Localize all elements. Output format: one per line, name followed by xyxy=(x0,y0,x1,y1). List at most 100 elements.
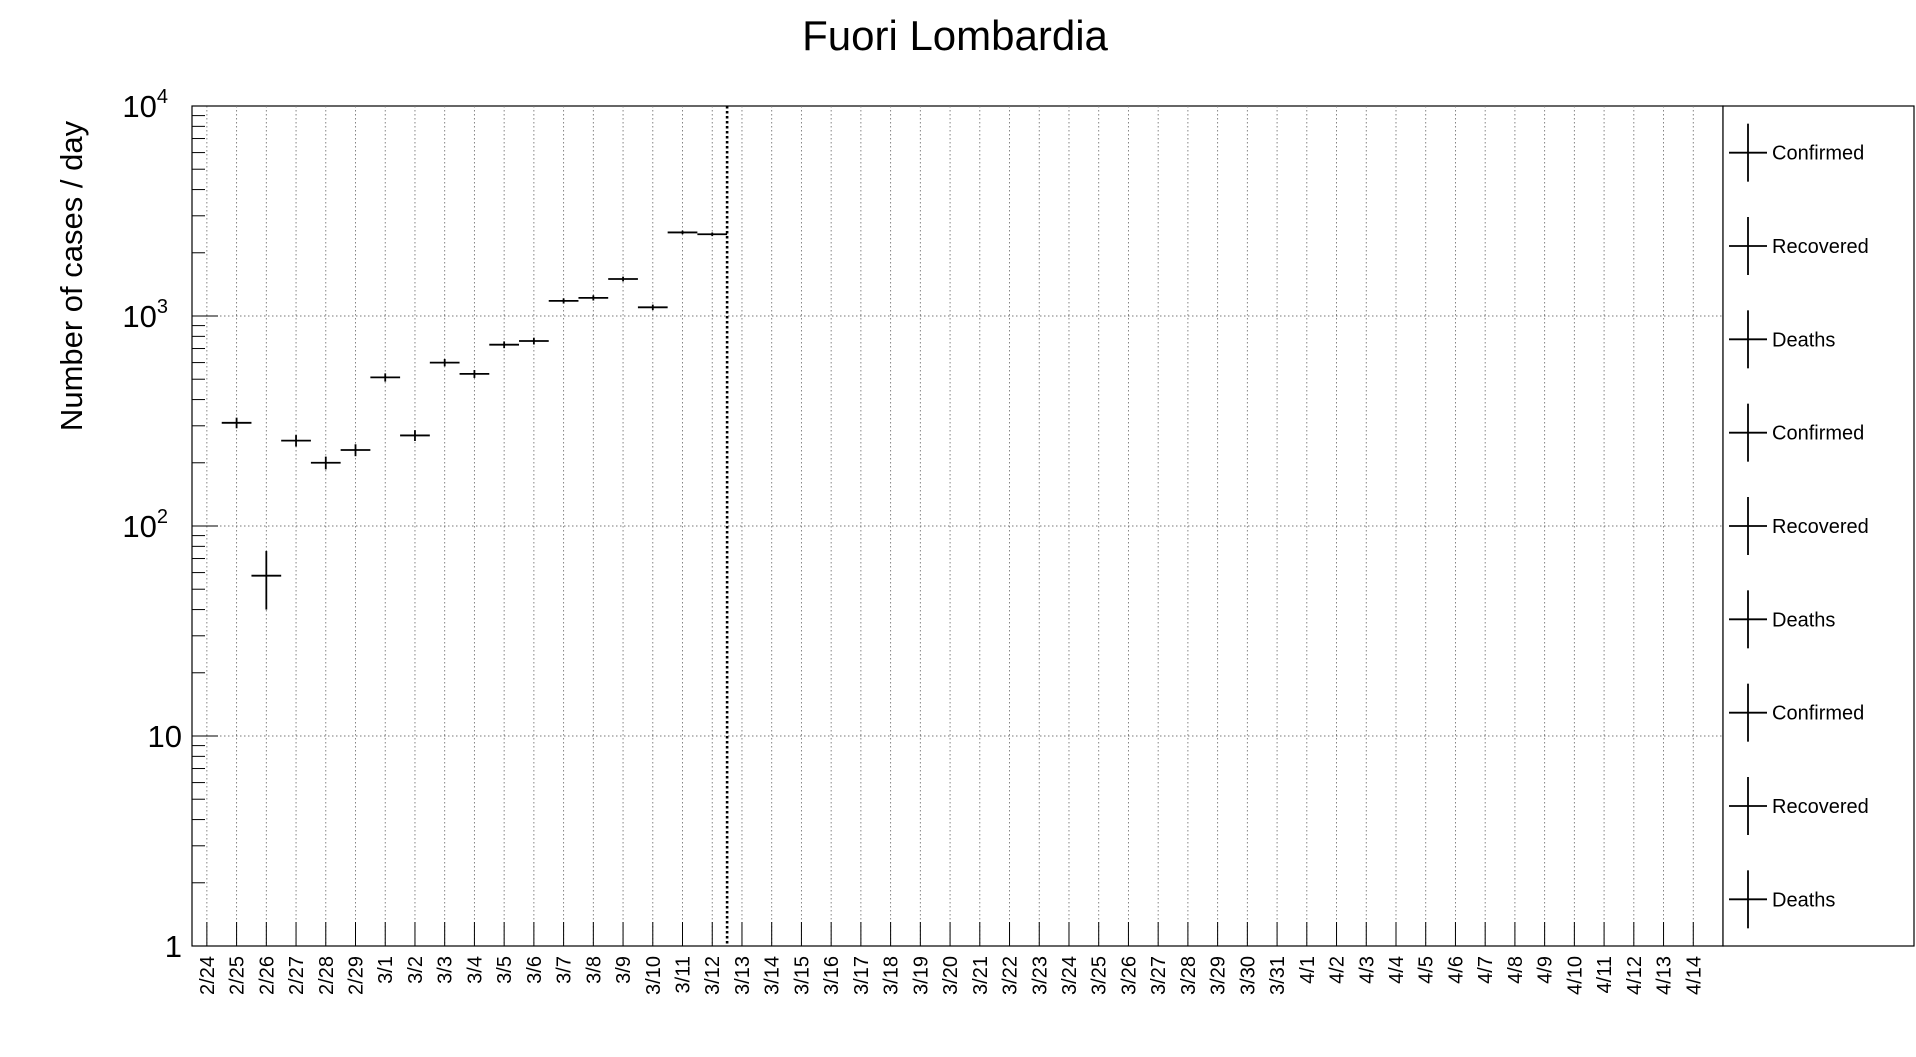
x-tick-label: 3/10 xyxy=(643,956,665,995)
legend-entry: Confirmed xyxy=(1729,683,1864,742)
legend-label: Recovered xyxy=(1772,796,1869,818)
y-tick-base: 10 xyxy=(122,509,156,544)
data-point xyxy=(429,359,460,367)
x-tick-label: 3/18 xyxy=(881,956,903,995)
x-tick-label: 3/30 xyxy=(1237,956,1259,995)
x-tick-label: 3/23 xyxy=(1029,956,1051,995)
x-tick-label: 3/2 xyxy=(405,956,427,984)
x-tick-label: 2/27 xyxy=(286,956,308,995)
legend-label: Confirmed xyxy=(1772,703,1864,725)
legend: Confirmed Recovered Deaths Confirmed Recover… xyxy=(1722,105,1915,947)
x-tick-label: 3/20 xyxy=(940,956,962,995)
legend-label: Recovered xyxy=(1772,516,1869,538)
legend-entry: Deaths xyxy=(1729,870,1835,929)
legend-entry: Deaths xyxy=(1729,310,1835,369)
x-tick-label: 3/26 xyxy=(1118,956,1140,995)
x-tick-label: 2/29 xyxy=(346,956,368,995)
x-tick-label: 4/12 xyxy=(1624,956,1646,995)
x-tick-label: 2/26 xyxy=(256,956,278,995)
legend-entry: Recovered xyxy=(1729,497,1869,555)
x-tick-label: 3/4 xyxy=(464,956,486,984)
x-tick-label: 3/16 xyxy=(821,956,843,995)
legend-label: Recovered xyxy=(1772,236,1869,258)
x-tick-label: 4/7 xyxy=(1475,956,1497,984)
data-point xyxy=(578,295,609,301)
data-point xyxy=(221,417,252,429)
x-tick-label: 4/11 xyxy=(1594,956,1616,993)
x-tick-label: 3/13 xyxy=(732,956,754,995)
data-point xyxy=(519,337,549,345)
y-tick-exponent: 2 xyxy=(157,506,168,528)
y-tick-base: 10 xyxy=(122,299,156,334)
x-tick-label: 4/13 xyxy=(1654,956,1676,995)
x-tick-label: 3/19 xyxy=(910,956,932,995)
legend-entry: Deaths xyxy=(1729,590,1835,649)
legend-label: Deaths xyxy=(1772,889,1835,911)
data-point xyxy=(697,232,728,237)
legend-entry: Confirmed xyxy=(1729,123,1864,182)
data-point xyxy=(548,298,579,304)
x-tick-label: 4/10 xyxy=(1564,956,1586,995)
data-point xyxy=(489,341,520,349)
x-tick-label: 3/25 xyxy=(1089,956,1111,995)
x-tick-label: 3/29 xyxy=(1208,956,1230,995)
data-point xyxy=(310,456,341,470)
x-tick-label: 4/2 xyxy=(1327,956,1349,984)
x-tick-label: 3/22 xyxy=(1000,956,1022,995)
legend-label: Confirmed xyxy=(1772,423,1864,445)
x-tick-label: 3/24 xyxy=(1059,956,1081,995)
x-tick-label: 2/28 xyxy=(316,956,338,995)
data-point xyxy=(400,430,430,441)
x-tick-label: 4/14 xyxy=(1683,956,1705,995)
x-tick-label: 3/3 xyxy=(435,956,457,984)
x-tick-label: 3/31 xyxy=(1267,956,1289,995)
x-tick-label: 4/3 xyxy=(1356,956,1378,984)
x-tick-label: 3/6 xyxy=(524,956,546,984)
x-tick-label: 3/12 xyxy=(702,956,724,995)
legend-label: Confirmed xyxy=(1772,143,1864,165)
x-tick-label: 2/25 xyxy=(227,956,249,995)
x-tick-label: 3/27 xyxy=(1148,956,1170,995)
y-tick-label: 1 xyxy=(165,929,182,964)
x-tick-label: 3/8 xyxy=(583,956,605,984)
x-tick-label: 4/1 xyxy=(1297,956,1319,984)
chart-title: Fuori Lombardia xyxy=(802,12,1108,59)
x-tick-label: 3/9 xyxy=(613,956,635,984)
data-point xyxy=(340,444,371,457)
y-tick-label: 104 xyxy=(122,86,168,124)
y-tick-label: 103 xyxy=(122,296,168,334)
data-point xyxy=(251,551,282,610)
legend-entry: Recovered xyxy=(1729,217,1869,275)
data-point xyxy=(667,230,698,235)
legend-entry: Confirmed xyxy=(1729,403,1864,462)
y-tick-label: 10 xyxy=(148,719,182,754)
x-tick-label: 3/17 xyxy=(851,956,873,995)
data-point xyxy=(281,435,311,447)
legend-entry: Recovered xyxy=(1729,777,1869,835)
data-point xyxy=(459,370,490,378)
x-tick-label: 4/9 xyxy=(1535,956,1557,984)
x-tick-label: 3/28 xyxy=(1178,956,1200,995)
data-point xyxy=(637,304,668,311)
x-tick-label: 3/15 xyxy=(791,956,813,995)
y-axis-label: Number of cases / day xyxy=(54,120,89,431)
x-tick-label: 3/11 xyxy=(673,956,695,993)
x-tick-label: 3/5 xyxy=(494,956,516,984)
legend-label: Deaths xyxy=(1772,609,1835,631)
x-tick-label: 4/4 xyxy=(1386,956,1408,984)
x-tick-label: 3/7 xyxy=(554,956,576,984)
x-tick-label: 2/24 xyxy=(197,956,219,995)
x-tick-label: 3/14 xyxy=(762,956,784,995)
x-tick-label: 4/8 xyxy=(1505,956,1527,984)
x-tick-label: 4/6 xyxy=(1445,956,1467,984)
y-tick-base: 10 xyxy=(148,719,182,754)
legend-label: Deaths xyxy=(1772,329,1835,351)
x-tick-label: 3/1 xyxy=(375,956,397,984)
y-tick-exponent: 3 xyxy=(157,296,168,318)
y-tick-base: 1 xyxy=(165,929,182,964)
data-point xyxy=(608,276,638,282)
x-tick-label: 3/21 xyxy=(970,956,992,995)
